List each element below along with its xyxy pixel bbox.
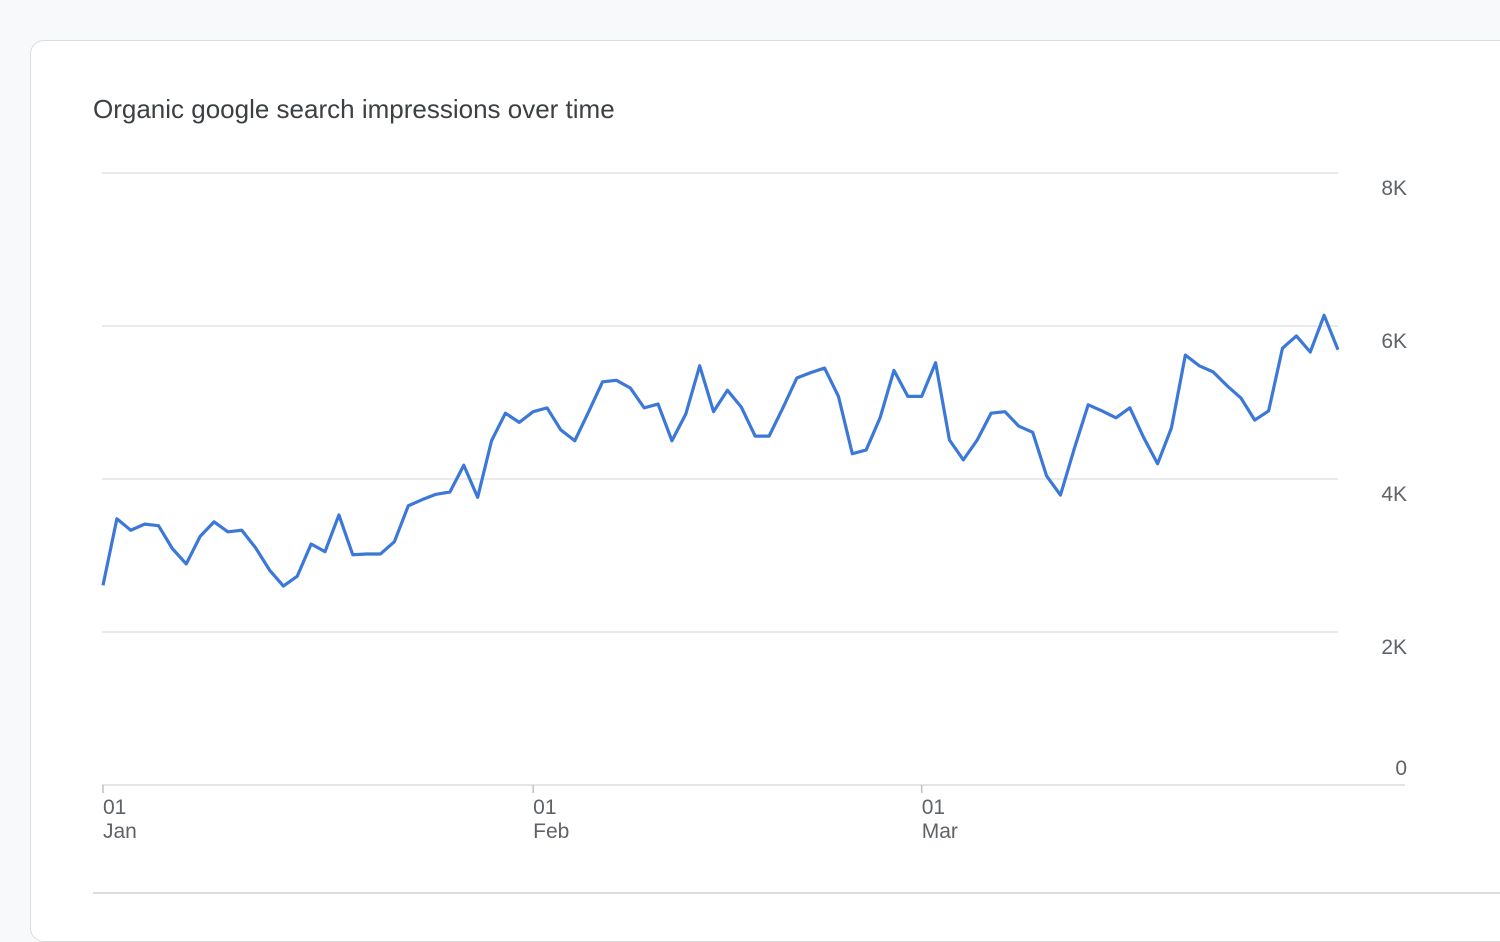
y-tick-label: 8K [1381,177,1407,200]
data-line [101,313,1340,588]
y-tick-label: 0 [1395,757,1407,780]
x-tick-label: 01 Jan [103,796,137,843]
page: Organic google search impressions over t… [30,40,1500,942]
card [30,40,1500,942]
x-tick-label: 01 Mar [922,796,958,843]
y-tick-label: 4K [1381,483,1407,506]
chart: Organic google search impressions over t… [93,94,1500,894]
y-tick-label: 2K [1381,636,1407,659]
y-tick-label: 6K [1381,330,1407,353]
x-tick-label: 01 Feb [533,796,569,843]
chart-title: Organic google search impressions over t… [93,94,615,124]
